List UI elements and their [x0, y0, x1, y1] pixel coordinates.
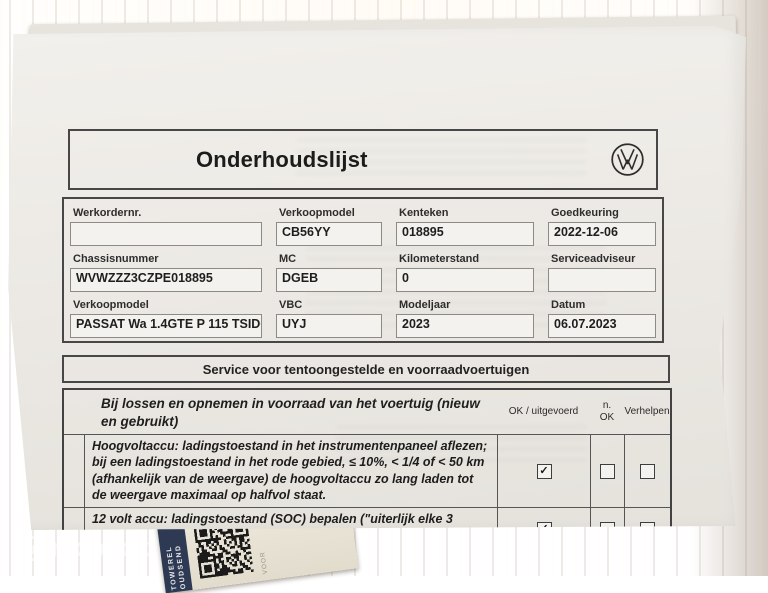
field-vbc: VBC UYJ [276, 299, 382, 338]
checklist-header-description: Bij lossen en opnemen in voorraad van he… [101, 396, 480, 430]
field-chassisnummer: Chassisnummer WVWZZZ3CZPE018895 [70, 253, 262, 292]
row-number-cell [64, 507, 84, 530]
section-header: Service voor tentoongestelde en voorraad… [62, 355, 670, 383]
field-label: VBC [279, 299, 303, 311]
checkbox-cell-verhelpen [624, 434, 670, 507]
field-value: 2022-12-06 [548, 222, 656, 246]
field-mc: MC DGEB [276, 253, 382, 292]
document-page: Onderhoudslijst Werkordernr. Verkoopmode… [8, 26, 746, 530]
vehicle-fields-box: Werkordernr. Verkoopmodel CB56YY Kenteke… [62, 197, 664, 343]
field-verkoopmodel-naam: Verkoopmodel PASSAT Wa 1.4GTE P 115 TSID… [70, 299, 262, 338]
field-werkordernr: Werkordernr. [70, 207, 262, 246]
field-label: Verkoopmodel [279, 207, 355, 219]
checkbox-ok: ✓ [536, 522, 552, 530]
checkbox-cell-ok: ✓ [497, 507, 590, 530]
checkbox-cell-verhelpen [624, 507, 670, 530]
field-value: PASSAT Wa 1.4GTE P 115 TSID6F [70, 314, 262, 338]
checklist-row-description: Hoogvoltaccu: ladingstoestand in het ins… [84, 434, 497, 507]
checkbox-cell-nok [590, 507, 624, 530]
column-header-nok: n. OK [599, 399, 615, 424]
field-label: Chassisnummer [73, 253, 159, 265]
field-goedkeuring: Goedkeuring 2022-12-06 [548, 207, 656, 246]
field-label: Werkordernr. [73, 207, 142, 219]
checkbox-verhelpen [640, 522, 655, 530]
field-value: WVWZZZ3CZPE018895 [70, 268, 262, 292]
checklist-row-description: 12 volt accu: ladingstoestand (SOC) bepa… [84, 507, 497, 530]
field-modeljaar: Modeljaar 2023 [396, 299, 534, 338]
field-kenteken: Kenteken 018895 [396, 207, 534, 246]
field-value: DGEB [276, 268, 382, 292]
field-label: Modeljaar [399, 299, 451, 311]
field-value: 2023 [396, 314, 534, 338]
checkbox-verhelpen [640, 463, 655, 479]
row-number-cell [64, 434, 84, 507]
field-value: 06.07.2023 [548, 314, 656, 338]
field-value: 0 [396, 268, 534, 292]
field-value: 018895 [396, 222, 534, 246]
field-serviceadviseur: Serviceadviseur [548, 253, 656, 292]
checkbox-cell-nok [590, 434, 624, 507]
mobilox-watermark: mobilox [16, 534, 150, 563]
field-label: Datum [551, 299, 586, 311]
field-verkoopmodel-code: Verkoopmodel CB56YY [276, 207, 382, 246]
checkbox-nok [600, 463, 615, 479]
checklist-table: Bij lossen en opnemen in voorraad van he… [62, 388, 672, 530]
checkbox-ok: ✓ [536, 463, 552, 479]
volkswagen-logo-icon [611, 143, 644, 176]
field-label: Serviceadviseur [551, 253, 636, 265]
field-datum: Datum 06.07.2023 [548, 299, 656, 338]
mobilox-watermark-text: mobilox [51, 534, 151, 562]
title-box: Onderhoudslijst [68, 129, 658, 190]
field-value: CB56YY [276, 222, 382, 246]
field-label: Goedkeuring [551, 207, 619, 219]
qr-sticker-band: TOWEREL OUDSEND [157, 522, 193, 593]
column-header-ok: OK / uitgevoerd [508, 405, 579, 417]
field-kilometerstand: Kilometerstand 0 [396, 253, 534, 292]
field-label: Verkoopmodel [73, 299, 149, 311]
field-label: Kilometerstand [399, 253, 480, 265]
field-value: UYJ [276, 314, 382, 338]
checkbox-cell-ok: ✓ [497, 434, 590, 507]
field-value [548, 268, 656, 292]
field-label: Kenteken [399, 207, 449, 219]
column-header-verhelpen: Verhelpen [624, 405, 670, 417]
field-value [70, 222, 262, 246]
field-label: MC [279, 253, 297, 265]
checkbox-nok [600, 522, 615, 530]
mobilox-logo-icon [16, 535, 43, 562]
page-title: Onderhoudslijst [196, 146, 368, 172]
